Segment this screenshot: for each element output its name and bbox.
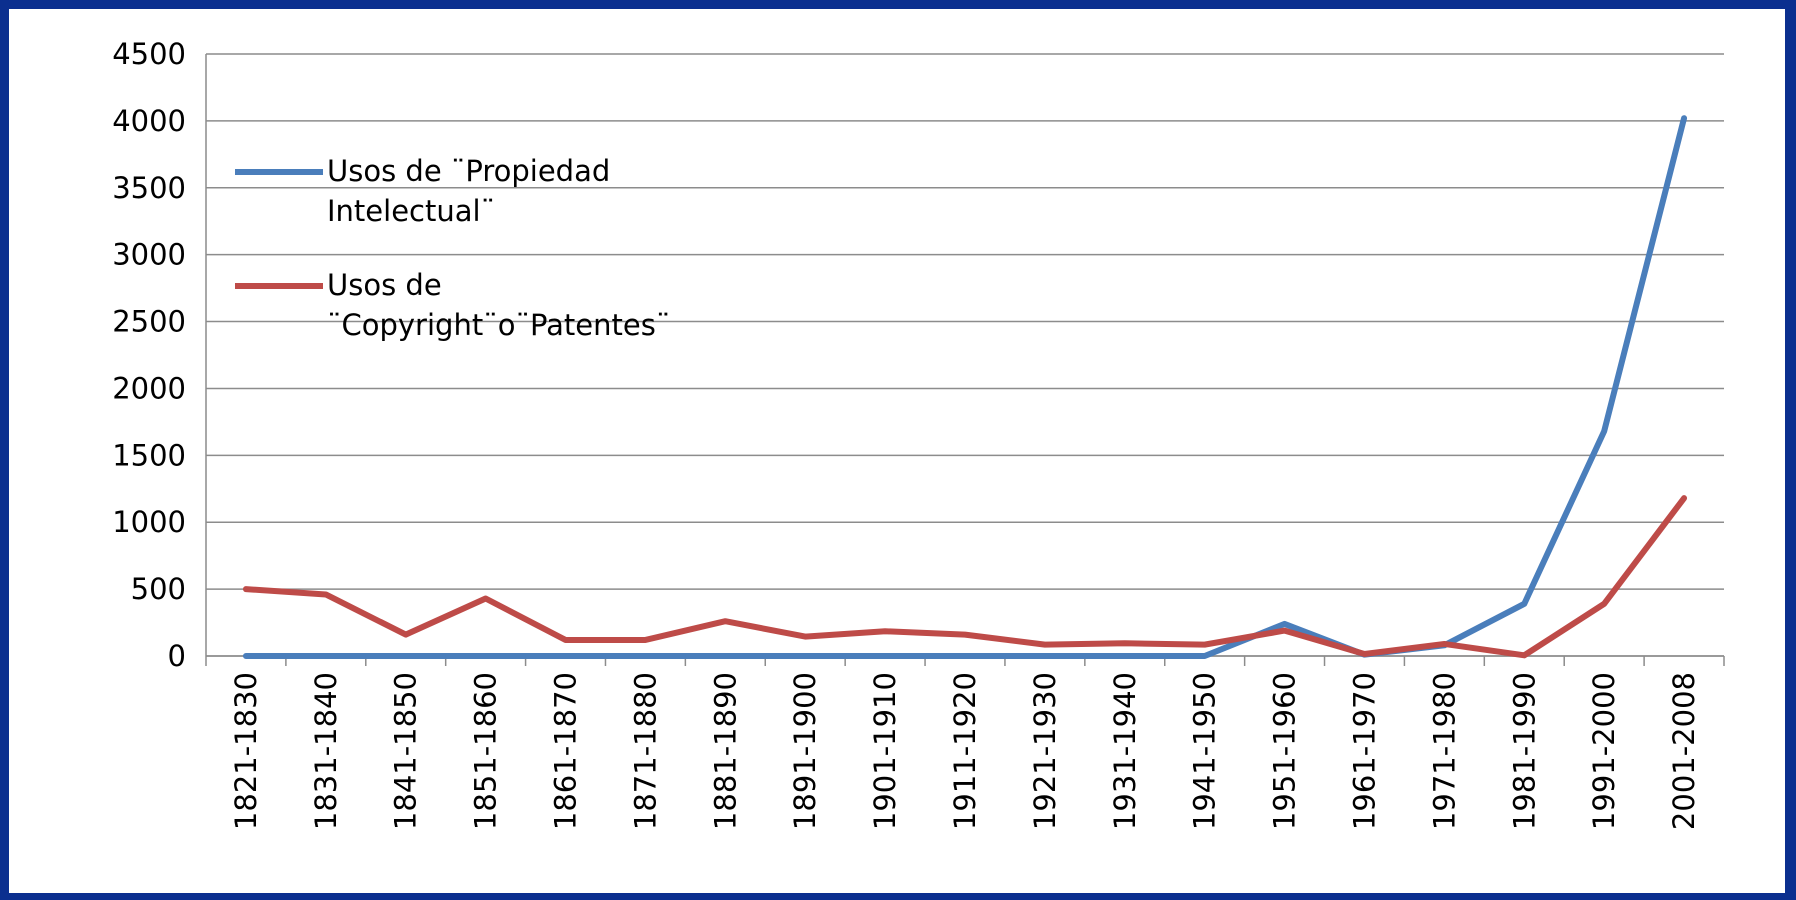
x-tick-label: 1841-1850: [389, 672, 423, 830]
legend-entry: Usos de ¨Copyright¨o¨Patentes¨: [235, 265, 747, 345]
y-tick-label: 4000: [112, 104, 186, 138]
y-tick-label: 1500: [112, 438, 186, 472]
series-line: [242, 495, 1688, 659]
x-tick-label: 1911-1920: [948, 672, 982, 830]
x-tick-label: 1991-2000: [1587, 672, 1621, 830]
chart: 0 500 1000 1500 2000 2500 3000 3500 4000 4500 1821…: [112, 37, 1725, 830]
x-tick-label: 1961-1970: [1347, 672, 1381, 830]
y-tick-label: 1000: [112, 505, 186, 539]
y-tick-label: 0: [168, 639, 186, 673]
x-tick-label: 2001-2008: [1667, 672, 1701, 830]
chart-area: 0 500 1000 1500 2000 2500 3000 3500 4000 4500 1821…: [9, 9, 1785, 893]
legend-entry: Usos de ¨Propiedad Intelectual¨: [235, 151, 747, 231]
y-tick-label: 500: [131, 572, 186, 606]
x-tick-label: 1831-1840: [309, 672, 343, 830]
x-tick-label: 1941-1950: [1188, 672, 1222, 830]
y-tick-label: 2500: [112, 305, 186, 339]
y-tick-label: 2000: [112, 371, 186, 405]
x-tick-label: 1821-1830: [229, 672, 263, 830]
y-tick-label: 4500: [112, 37, 186, 71]
legend-swatch: [235, 169, 323, 175]
y-tick-label: 3500: [112, 171, 186, 205]
x-tick-label: 1901-1910: [868, 672, 902, 830]
x-tick-label: 1851-1860: [469, 672, 503, 830]
x-tick-label: 1881-1890: [708, 672, 742, 830]
x-tick-label: 1921-1930: [1028, 672, 1062, 830]
y-tick-label: 3000: [112, 238, 186, 272]
x-tick-label: 1871-1880: [628, 672, 662, 830]
legend-label: Usos de ¨Copyright¨o¨Patentes¨: [327, 268, 671, 342]
x-tick-label: 1891-1900: [788, 672, 822, 830]
legend-label: Usos de ¨Propiedad Intelectual¨: [327, 154, 611, 228]
x-tick-label: 1931-1940: [1108, 672, 1142, 830]
x-tick-label: 1951-1960: [1268, 672, 1302, 830]
x-tick-label: 1981-1990: [1507, 672, 1541, 830]
x-tick-label: 1861-1870: [549, 672, 583, 830]
x-tick-label: 1971-1980: [1427, 672, 1461, 830]
legend-swatch: [235, 283, 323, 289]
